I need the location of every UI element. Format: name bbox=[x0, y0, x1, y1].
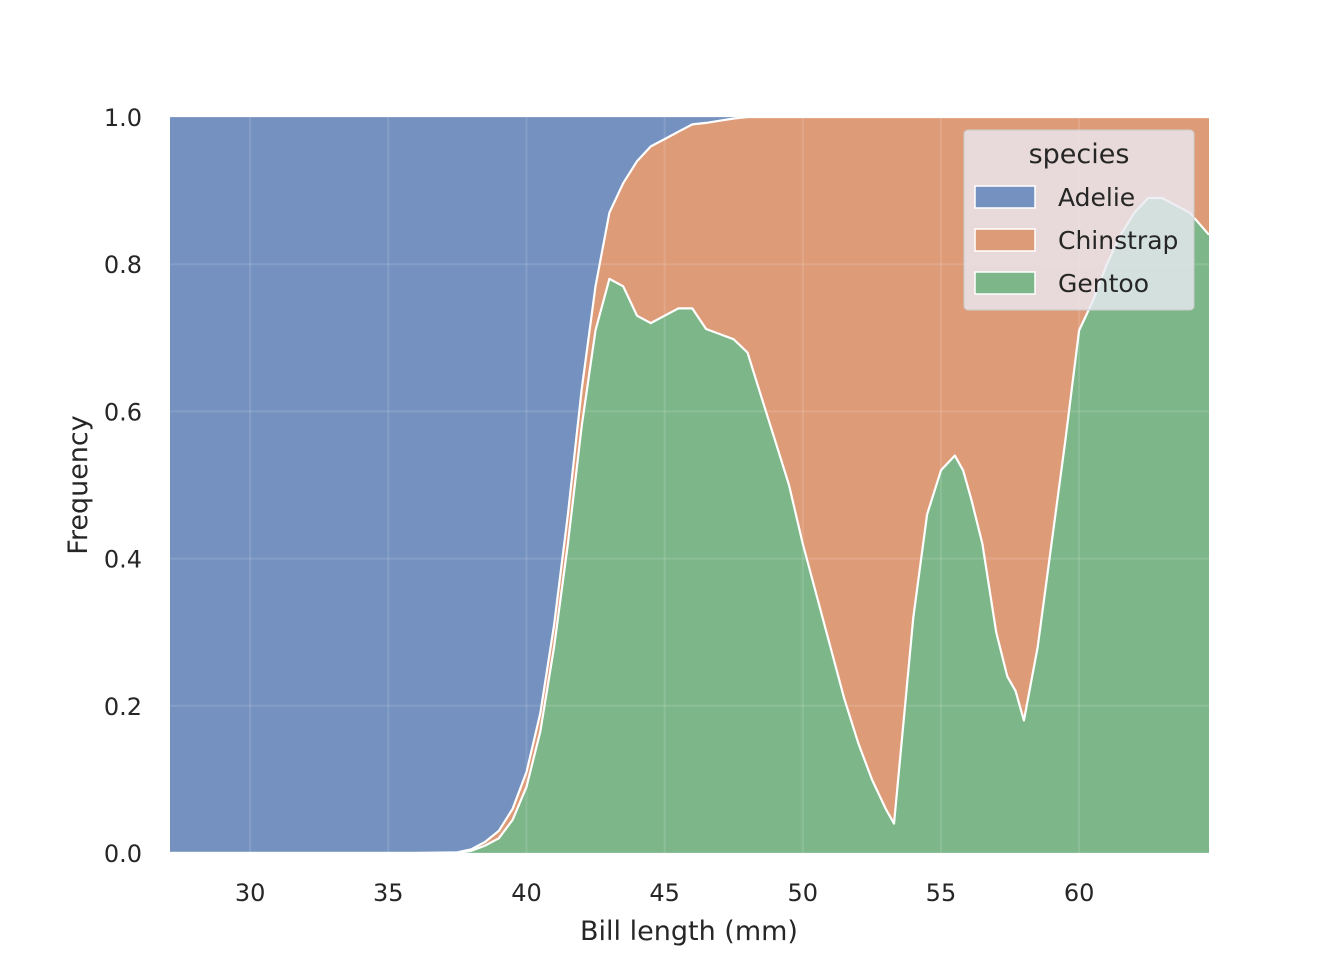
legend-label-chinstrap: Chinstrap bbox=[1058, 226, 1178, 255]
x-axis-ticks: 30 35 40 45 50 55 60 bbox=[235, 879, 1095, 907]
legend-label-adelie: Adelie bbox=[1058, 183, 1135, 212]
x-tick-label: 45 bbox=[649, 879, 680, 907]
y-tick-label: 0.6 bbox=[104, 398, 142, 426]
x-tick-label: 30 bbox=[235, 879, 266, 907]
boundary-gentoo bbox=[170, 196, 1210, 855]
boundary-chinstrap bbox=[170, 115, 1209, 855]
x-tick-label: 60 bbox=[1064, 879, 1095, 907]
legend: species Adelie Chinstrap Gentoo bbox=[963, 129, 1195, 311]
area-chinstrap bbox=[170, 117, 1209, 853]
y-axis-label: Frequency bbox=[63, 415, 94, 555]
x-tick-label: 55 bbox=[926, 879, 957, 907]
stacked-areas bbox=[170, 115, 1210, 855]
area-gentoo bbox=[170, 198, 1209, 853]
x-tick-label: 40 bbox=[511, 879, 542, 907]
legend-box bbox=[963, 129, 1195, 311]
legend-swatch-adelie bbox=[974, 185, 1036, 209]
y-tick-label: 0.8 bbox=[104, 251, 142, 279]
x-axis-label: Bill length (mm) bbox=[580, 916, 798, 947]
y-tick-label: 0.0 bbox=[104, 840, 142, 868]
y-tick-label: 0.2 bbox=[104, 693, 142, 721]
x-tick-label: 35 bbox=[373, 879, 404, 907]
legend-swatch-chinstrap bbox=[974, 228, 1036, 252]
legend-swatch-gentoo bbox=[974, 271, 1036, 295]
y-tick-label: 1.0 bbox=[104, 104, 142, 132]
area-adelie bbox=[170, 117, 1209, 853]
legend-title: species bbox=[1029, 139, 1130, 170]
y-axis-ticks: 0.0 0.2 0.4 0.6 0.8 1.0 bbox=[104, 104, 142, 868]
x-tick-label: 50 bbox=[788, 879, 819, 907]
y-tick-label: 0.4 bbox=[104, 546, 142, 574]
legend-label-gentoo: Gentoo bbox=[1058, 269, 1149, 298]
grid bbox=[170, 116, 1209, 854]
